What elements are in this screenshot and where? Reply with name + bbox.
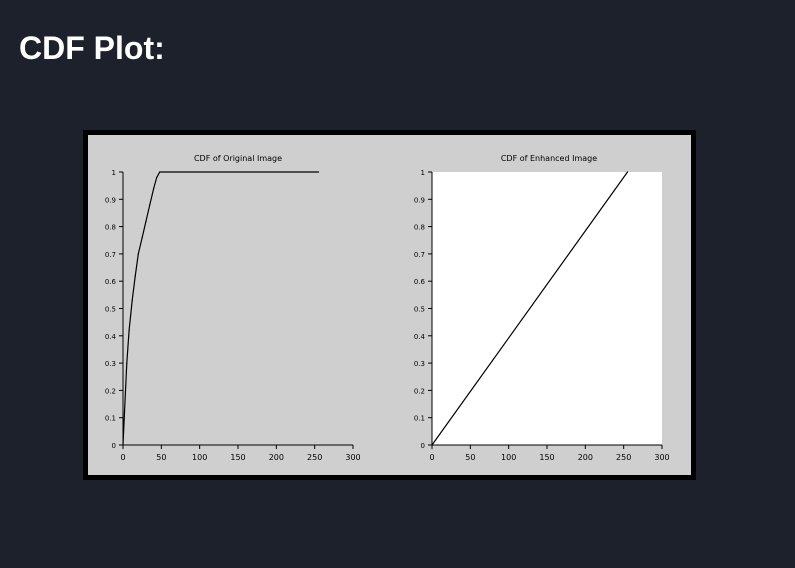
y-tick-label: 0.5 xyxy=(414,306,425,314)
y-tick-label: 0.4 xyxy=(414,333,426,341)
y-tick-label: 1 xyxy=(112,169,116,177)
y-tick-label: 0.8 xyxy=(414,224,425,232)
y-tick-label: 0.2 xyxy=(414,387,425,395)
x-tick-label: 50 xyxy=(465,453,475,462)
y-tick-label: 0.9 xyxy=(414,196,425,204)
y-tick-label: 0 xyxy=(421,442,425,450)
x-tick-label: 200 xyxy=(269,453,284,462)
y-tick-label: 0.5 xyxy=(105,306,116,314)
data-point xyxy=(156,176,158,179)
x-tick-label: 200 xyxy=(578,453,593,462)
y-tick-label: 0.2 xyxy=(105,387,116,395)
x-tick-label: 150 xyxy=(230,453,245,462)
y-tick-label: 0.7 xyxy=(414,251,425,259)
x-tick-label: 150 xyxy=(539,453,554,462)
figure-frame: CDF of Original Image 0 50 100 150 200 250 300… xyxy=(83,130,696,480)
y-tick-label: 0.3 xyxy=(414,360,425,368)
x-tick-label: 300 xyxy=(654,453,669,462)
data-point xyxy=(137,253,139,255)
x-tick-label: 250 xyxy=(616,453,631,462)
x-tick-label: 0 xyxy=(429,453,434,462)
x-tick-label: 100 xyxy=(501,453,516,462)
y-tick-label: 1 xyxy=(421,169,425,177)
x-tick-label: 250 xyxy=(307,453,322,462)
data-point xyxy=(431,444,433,446)
cdf-figure: CDF of Original Image 0 50 100 150 200 250 300… xyxy=(105,154,670,462)
y-tick-label: 0.1 xyxy=(414,415,425,423)
data-point xyxy=(122,444,124,446)
data-point xyxy=(131,299,133,301)
data-point xyxy=(159,171,161,173)
y-tick-label: 0.6 xyxy=(105,278,117,286)
chart-enhanced-cdf: CDF of Enhanced Image 0 50 100 150 200 250 300… xyxy=(414,154,670,462)
data-point xyxy=(126,362,128,364)
y-tick-label: 0.6 xyxy=(414,278,426,286)
data-point xyxy=(128,329,130,331)
chart-title: CDF of Original Image xyxy=(194,154,282,163)
data-point xyxy=(317,171,320,173)
data-point xyxy=(153,187,155,189)
x-tick-label: 300 xyxy=(345,453,360,462)
x-tick-label: 50 xyxy=(156,453,166,462)
data-point xyxy=(145,220,147,222)
page-title: CDF Plot: xyxy=(19,30,165,66)
cdf-line xyxy=(431,171,628,446)
y-tick-label: 0.4 xyxy=(105,333,117,341)
y-tick-label: 0.3 xyxy=(105,360,116,368)
data-point xyxy=(134,275,136,277)
y-tick-label: 0 xyxy=(112,442,116,450)
chart-title: CDF of Enhanced Image xyxy=(501,154,597,163)
data-point xyxy=(123,411,126,413)
plot-area xyxy=(123,172,353,445)
y-tick-label: 0.7 xyxy=(105,251,116,259)
data-point xyxy=(141,236,143,239)
x-tick-label: 100 xyxy=(192,453,207,462)
data-point xyxy=(626,171,629,173)
figure-canvas: CDF of Original Image 0 50 100 150 200 250 300… xyxy=(88,135,691,475)
cdf-line xyxy=(122,171,319,446)
plot-area xyxy=(432,172,662,445)
data-point xyxy=(149,204,151,206)
x-tick-label: 0 xyxy=(120,453,125,462)
y-tick-label: 0.1 xyxy=(105,415,116,423)
y-tick-label: 0.8 xyxy=(105,224,116,232)
y-tick-label: 0.9 xyxy=(105,196,116,204)
chart-original-cdf: CDF of Original Image 0 50 100 150 200 250 300… xyxy=(105,154,361,462)
